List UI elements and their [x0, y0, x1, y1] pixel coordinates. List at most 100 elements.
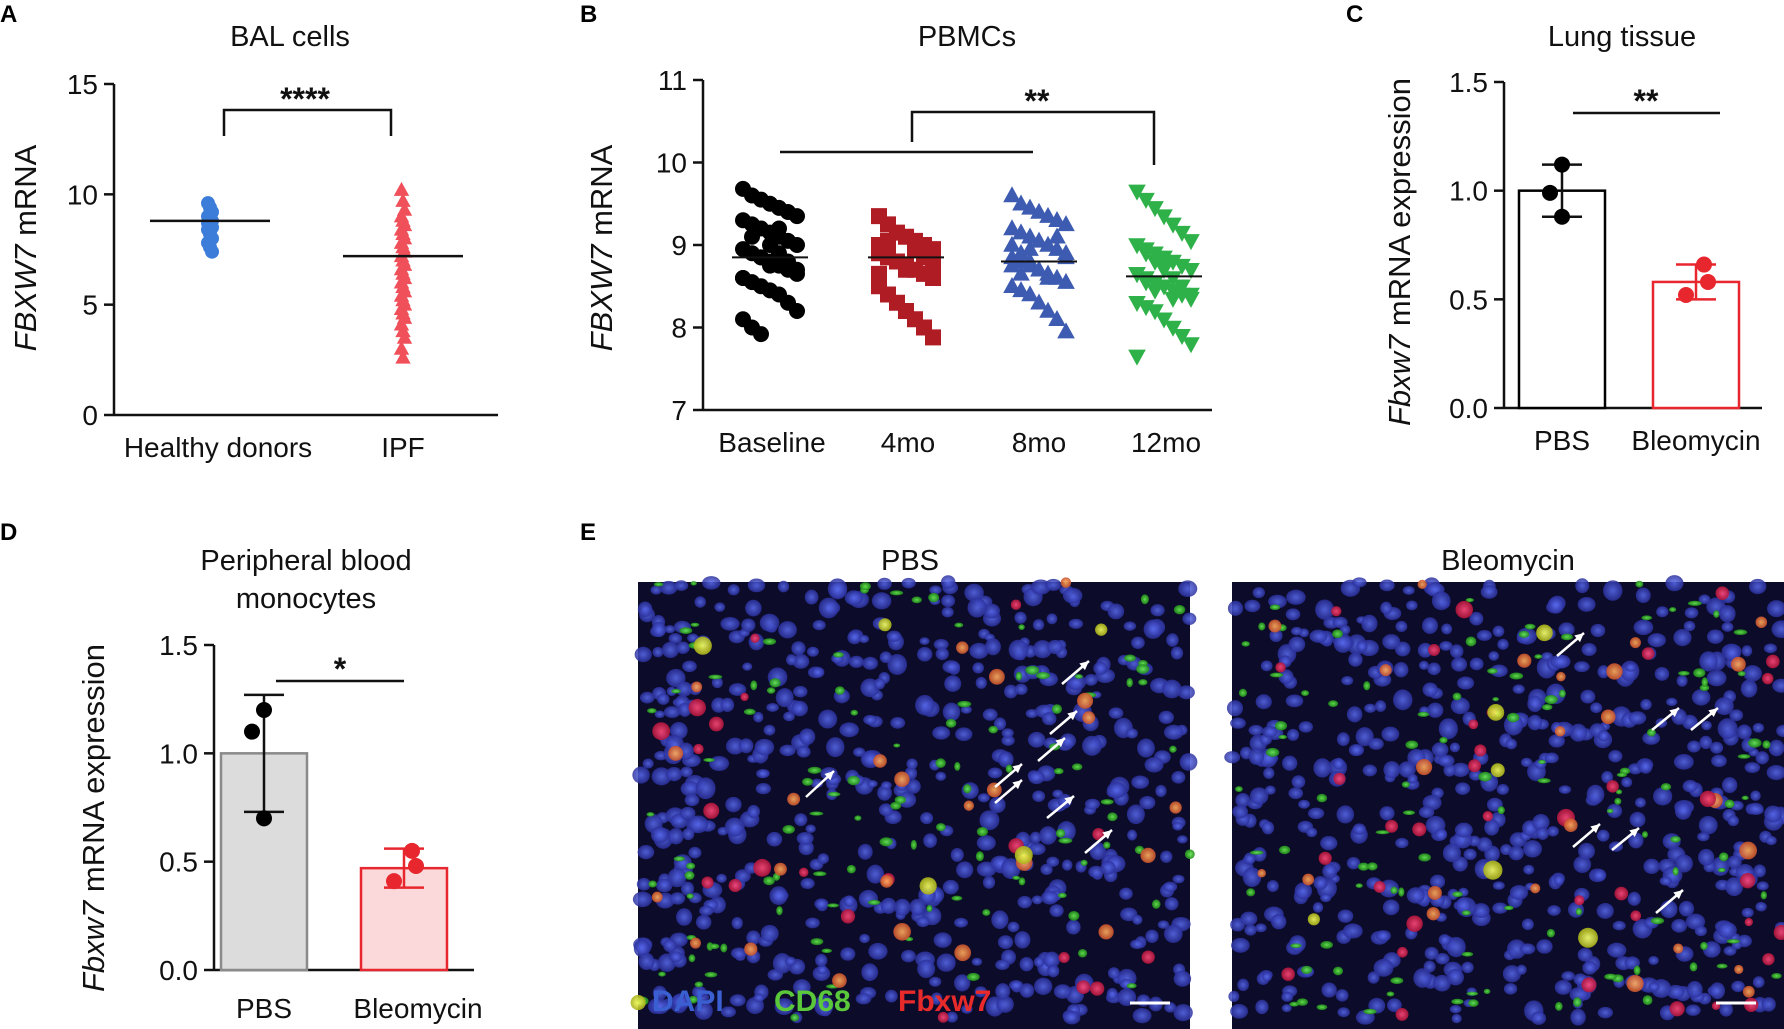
- bleomycin-nucleus: [1424, 946, 1439, 960]
- pbs-nucleus: [944, 675, 962, 692]
- bleomycin-nucleus: [1260, 660, 1273, 672]
- bleomycin-nucleus: [1638, 759, 1653, 774]
- bleomycin-cd68-signal: [1235, 786, 1243, 792]
- bleomycin-cd68-signal: [1748, 738, 1762, 748]
- pbs-cd68-signal: [1053, 768, 1064, 775]
- panel-b-point-8mo: [1012, 264, 1030, 281]
- pbs-nucleus: [1123, 621, 1137, 631]
- pbs-fbxw7-signal: [693, 743, 704, 755]
- pbs-cd68-signal: [671, 689, 681, 694]
- bleomycin-nucleus: [1741, 907, 1754, 918]
- bleomycin-fbxw7-signal: [1397, 946, 1408, 958]
- bleomycin-nucleus: [1523, 864, 1535, 875]
- pbs-nucleus: [974, 986, 988, 998]
- bleomycin-cd68-signal: [1398, 887, 1405, 897]
- bleomycin-nucleus: [1227, 600, 1244, 616]
- pbs-nucleus: [714, 602, 726, 612]
- bleomycin-arrow-head: [1708, 708, 1718, 718]
- panel-b-point-12mo: [1182, 234, 1200, 251]
- pbs-nucleus: [1107, 603, 1125, 620]
- pbs-nucleus: [905, 779, 921, 794]
- panel-b-point-8mo: [1012, 281, 1030, 298]
- pbs-nucleus: [848, 655, 864, 668]
- panel-a-point-ipf: [395, 349, 411, 364]
- pbs-cd68-signal: [653, 582, 664, 587]
- panel-b-point-12mo: [1128, 184, 1146, 201]
- pbs-nucleus: [669, 722, 688, 740]
- legend-dapi: DAPI: [652, 985, 724, 1018]
- panel-e-title-bleomycin: Bleomycin: [1441, 545, 1575, 577]
- pbs-nucleus: [996, 995, 1014, 1013]
- bleomycin-nucleus: [1286, 589, 1306, 605]
- pbs-nucleus: [636, 877, 651, 891]
- pbs-nucleus: [1170, 646, 1184, 660]
- bleomycin-nucleus: [1393, 689, 1413, 711]
- bleomycin-nucleus: [1230, 1003, 1249, 1019]
- pbs-nucleus: [805, 917, 820, 929]
- bleomycin-colocalized-signal: [1487, 703, 1505, 721]
- pbs-nucleus: [766, 831, 783, 847]
- pbs-fbxw7-signal: [1010, 599, 1022, 610]
- pbs-nucleus: [652, 646, 664, 658]
- bleomycin-nucleus: [1709, 982, 1726, 1000]
- pbs-nucleus: [1136, 994, 1151, 1007]
- pbs-nucleus: [989, 796, 1006, 813]
- panel-b-point-8mo: [1039, 268, 1057, 285]
- bleomycin-nucleus: [1438, 934, 1451, 946]
- pbs-nucleus: [1130, 939, 1144, 950]
- bleomycin-nucleus: [1288, 636, 1306, 653]
- panel-a-point-ipf: [393, 340, 410, 355]
- bleomycin-fbxw7-signal: [1281, 967, 1295, 981]
- bleomycin-nucleus: [1503, 983, 1518, 995]
- bleomycin-nucleus: [1582, 961, 1598, 975]
- pbs-nucleus: [779, 744, 796, 757]
- bleomycin-cd68-signal: [1246, 888, 1256, 897]
- pbs-nucleus: [637, 845, 655, 860]
- pbs-nucleus: [1157, 920, 1170, 929]
- bleomycin-nucleus: [1627, 891, 1641, 906]
- panel-b-ytick-label: 9: [671, 230, 687, 261]
- bleomycin-nucleus: [1492, 902, 1508, 914]
- bleomycin-nucleus: [1710, 741, 1724, 754]
- pbs-nucleus: [668, 828, 684, 845]
- pbs-nucleus: [720, 616, 740, 631]
- pbs-nucleus: [791, 700, 808, 717]
- panel-b-significance-bracket: [910, 110, 1156, 165]
- pbs-nucleus: [1060, 733, 1077, 749]
- pbs-cd68-signal: [694, 981, 704, 988]
- bleomycin-cd68-signal: [1716, 963, 1728, 969]
- pbs-cd68-signal: [658, 971, 666, 977]
- pbs-nucleus: [663, 706, 681, 718]
- pbs-nucleus: [1062, 859, 1073, 871]
- bleomycin-nucleus: [1701, 720, 1712, 731]
- pbs-nucleus: [812, 620, 826, 631]
- pbs-nucleus: [940, 575, 956, 589]
- bleomycin-cd68-signal: [1375, 830, 1390, 835]
- bleomycin-nucleus: [1249, 787, 1269, 805]
- bleomycin-fbxw7-signal: [1600, 709, 1616, 725]
- bleomycin-fbxw7-signal: [1427, 885, 1442, 900]
- pbs-nucleus: [977, 793, 990, 803]
- bleomycin-cd68-signal: [1672, 866, 1679, 876]
- bleomycin-nucleus: [1606, 803, 1623, 818]
- pbs-nucleus: [868, 942, 888, 960]
- bleomycin-fbxw7-signal: [1275, 662, 1286, 673]
- panel-letter-d: D: [0, 519, 17, 546]
- bleomycin-nucleus: [1379, 579, 1395, 592]
- pbs-fbxw7-signal: [703, 802, 720, 819]
- pbs-nucleus: [796, 745, 811, 758]
- pbs-cd68-signal: [1077, 948, 1088, 958]
- bleomycin-nucleus: [1346, 856, 1361, 870]
- pbs-nucleus: [753, 993, 765, 1003]
- pbs-colocalized-signal: [919, 877, 937, 895]
- micrograph-bleomycin-background: [1232, 582, 1784, 1029]
- bleomycin-cd68-signal: [1635, 580, 1644, 588]
- panel-c-bar-bleomycin: [1651, 280, 1741, 410]
- bleomycin-nucleus: [1706, 669, 1727, 687]
- bleomycin-fbxw7-signal: [1630, 910, 1642, 922]
- pbs-nucleus: [995, 959, 1010, 971]
- pbs-nucleus: [1040, 863, 1053, 876]
- panel-d-bar-pbs: [219, 752, 309, 972]
- bleomycin-nucleus: [1678, 900, 1695, 917]
- panel-b-point-12mo: [1128, 267, 1146, 284]
